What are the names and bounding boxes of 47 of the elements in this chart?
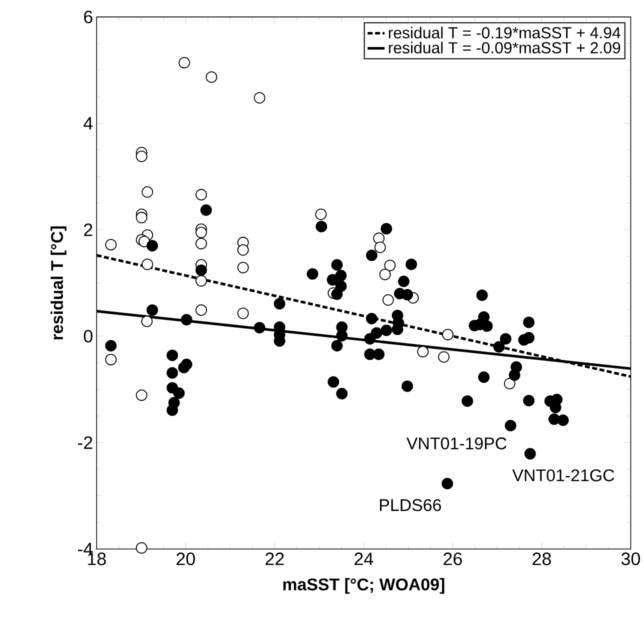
point: [438, 351, 450, 363]
point: [206, 71, 218, 83]
point: [142, 258, 154, 270]
x-tick-label: 28: [532, 552, 551, 566]
point: [196, 275, 207, 287]
x-tick-label: 30: [621, 552, 640, 566]
point: [315, 208, 327, 220]
x-tick-label: 26: [444, 552, 462, 566]
point: [196, 238, 207, 250]
y-axis-title: residual T [°C]: [50, 226, 66, 340]
point: [254, 92, 266, 104]
point: [237, 244, 249, 256]
y-tick-label: 4: [84, 117, 93, 130]
x-axis-title: maSST [°C; WOA09]: [283, 578, 444, 594]
x-tick-label: 24: [354, 552, 374, 566]
point: [384, 260, 396, 272]
point: [196, 226, 207, 238]
point: [136, 390, 148, 402]
point: [374, 242, 386, 254]
point: [382, 294, 394, 306]
point: [178, 57, 190, 69]
y-tick-label: 6: [84, 10, 92, 24]
point: [237, 308, 249, 320]
legend-label: residual T = -0.19*maSST + 4.94: [388, 26, 620, 39]
y-tick-label: 2: [84, 224, 92, 236]
point: [504, 378, 516, 390]
point: [141, 316, 153, 328]
point: [196, 189, 207, 201]
legend-label: residual T = -0.09*maSST + 2.09: [388, 42, 620, 54]
point: [136, 150, 148, 162]
y-tick-label: -2: [78, 436, 92, 449]
x-tick-label: 22: [266, 552, 284, 566]
point: [105, 239, 117, 251]
y-tick-label: 0: [84, 330, 92, 343]
annotation: VNT01-19PC: [406, 438, 506, 450]
point: [136, 542, 148, 554]
point: [136, 212, 148, 224]
annotation: VNT01-21GC: [512, 469, 614, 482]
point: [442, 328, 454, 340]
x-tick-label: 20: [176, 552, 195, 566]
point: [379, 268, 391, 280]
point: [237, 262, 249, 274]
point: [142, 186, 154, 198]
point: [196, 304, 207, 316]
point: [417, 346, 429, 358]
point: [105, 354, 117, 366]
annotation: PLDS66: [380, 499, 441, 512]
